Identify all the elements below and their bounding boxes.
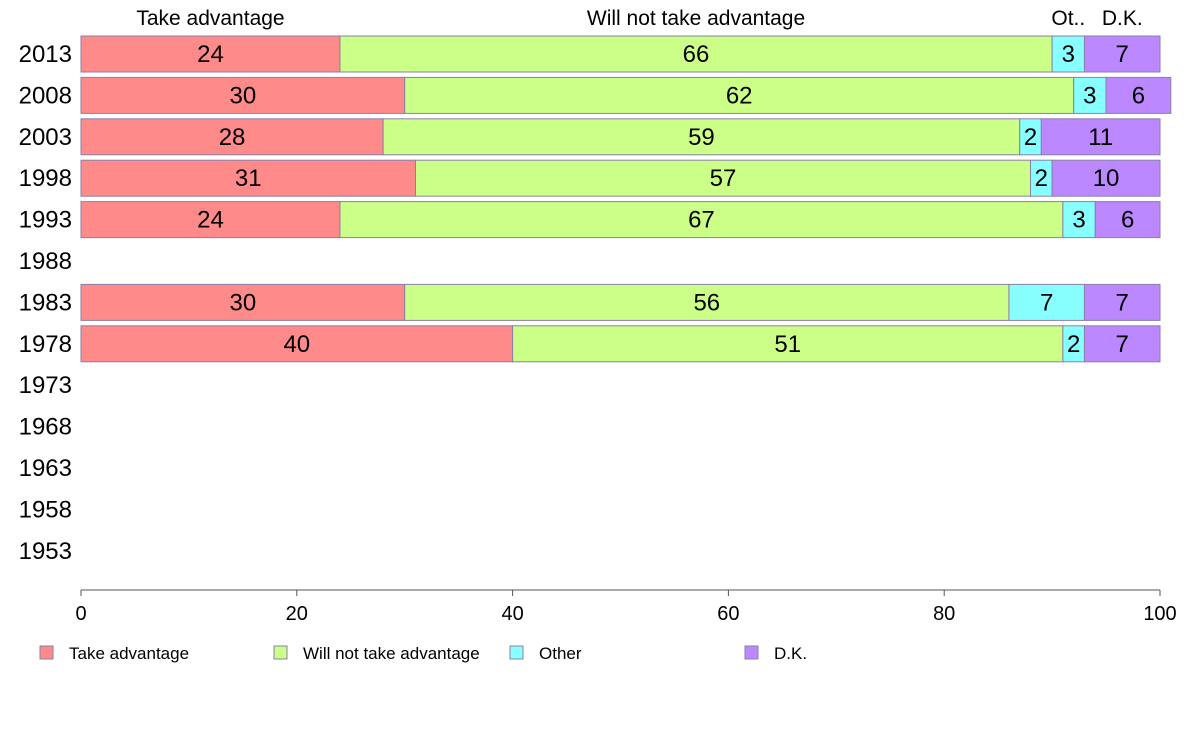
bar-segment xyxy=(80,159,416,197)
bar-segment xyxy=(1051,159,1161,197)
data-label: 3 xyxy=(1083,82,1096,109)
data-label: 67 xyxy=(688,207,715,234)
bar-segment xyxy=(1073,76,1107,114)
year-label: 1978 xyxy=(19,331,72,358)
year-label: 1983 xyxy=(19,289,72,316)
data-label: 7 xyxy=(1116,331,1129,358)
bar-segment xyxy=(1051,35,1085,73)
data-label: 24 xyxy=(197,207,224,234)
bar-segment xyxy=(1083,283,1161,321)
x-tick-label: 100 xyxy=(1143,603,1176,625)
data-label: 3 xyxy=(1062,41,1075,68)
x-tick-label: 40 xyxy=(501,603,523,625)
bar-segment xyxy=(1105,76,1172,114)
bar-segment xyxy=(414,159,1032,197)
data-label: 2 xyxy=(1035,165,1048,192)
legend-label: Take advantage xyxy=(69,644,189,663)
data-label: 11 xyxy=(1088,124,1113,151)
legend-swatch xyxy=(273,645,288,660)
data-label: 31 xyxy=(235,165,262,192)
bar-segment xyxy=(1094,201,1161,239)
data-label: 7 xyxy=(1116,41,1129,68)
year-label: 2013 xyxy=(19,41,72,68)
data-label: 56 xyxy=(693,289,720,316)
year-label: 1998 xyxy=(19,165,72,192)
data-label: 51 xyxy=(774,331,801,358)
data-label: 59 xyxy=(688,124,715,151)
data-label: 62 xyxy=(726,82,753,109)
bar-segment xyxy=(1040,118,1161,156)
bar-segment xyxy=(1062,201,1096,239)
bar-segment xyxy=(404,76,1075,114)
bar-segment xyxy=(1008,283,1085,321)
x-tick-label: 60 xyxy=(717,603,739,625)
data-label: 7 xyxy=(1040,289,1053,316)
legend-swatch xyxy=(39,645,54,660)
bar-segment xyxy=(339,35,1053,73)
year-label: 1988 xyxy=(19,248,72,275)
bar-segment xyxy=(80,76,406,114)
series-header: Ot.. xyxy=(1051,7,1085,30)
series-header: Take advantage xyxy=(136,7,284,30)
x-tick-label: 80 xyxy=(933,603,955,625)
year-label: 1963 xyxy=(19,455,72,482)
year-label: 1993 xyxy=(19,207,72,234)
data-label: 66 xyxy=(683,41,710,68)
legend-label: D.K. xyxy=(774,644,807,663)
year-label: 1973 xyxy=(19,372,72,399)
data-label: 7 xyxy=(1116,289,1129,316)
data-label: 57 xyxy=(710,165,737,192)
bar-segment xyxy=(1083,325,1161,363)
year-label: 2003 xyxy=(19,124,72,151)
bar-segment xyxy=(80,35,341,73)
data-label: 28 xyxy=(219,124,246,151)
series-header: Will not take advantage xyxy=(587,7,805,30)
data-label: 24 xyxy=(197,41,224,68)
year-label: 1958 xyxy=(19,496,72,523)
data-label: 30 xyxy=(229,82,256,109)
data-label: 2 xyxy=(1024,124,1037,151)
data-label: 3 xyxy=(1072,207,1085,234)
data-label: 6 xyxy=(1132,82,1145,109)
bar-segment xyxy=(80,325,514,363)
x-tick-label: 0 xyxy=(75,603,86,625)
legend-swatch xyxy=(744,645,759,660)
year-label: 1968 xyxy=(19,414,72,441)
bar-segment xyxy=(1083,35,1161,73)
legend-swatch xyxy=(509,645,524,660)
data-label: 2 xyxy=(1067,331,1080,358)
x-tick-label: 20 xyxy=(286,603,308,625)
year-label: 2008 xyxy=(19,82,72,109)
series-header: D.K. xyxy=(1102,7,1143,30)
data-label: 10 xyxy=(1093,165,1120,192)
legend-label: Will not take advantage xyxy=(303,644,480,663)
data-label: 6 xyxy=(1121,207,1134,234)
data-label: 30 xyxy=(229,289,256,316)
legend-label: Other xyxy=(539,644,582,663)
data-label: 40 xyxy=(283,331,310,358)
bar-segment xyxy=(80,118,384,156)
bar-segment xyxy=(382,118,1021,156)
bar-segment xyxy=(512,325,1064,363)
year-label: 1953 xyxy=(19,538,72,565)
